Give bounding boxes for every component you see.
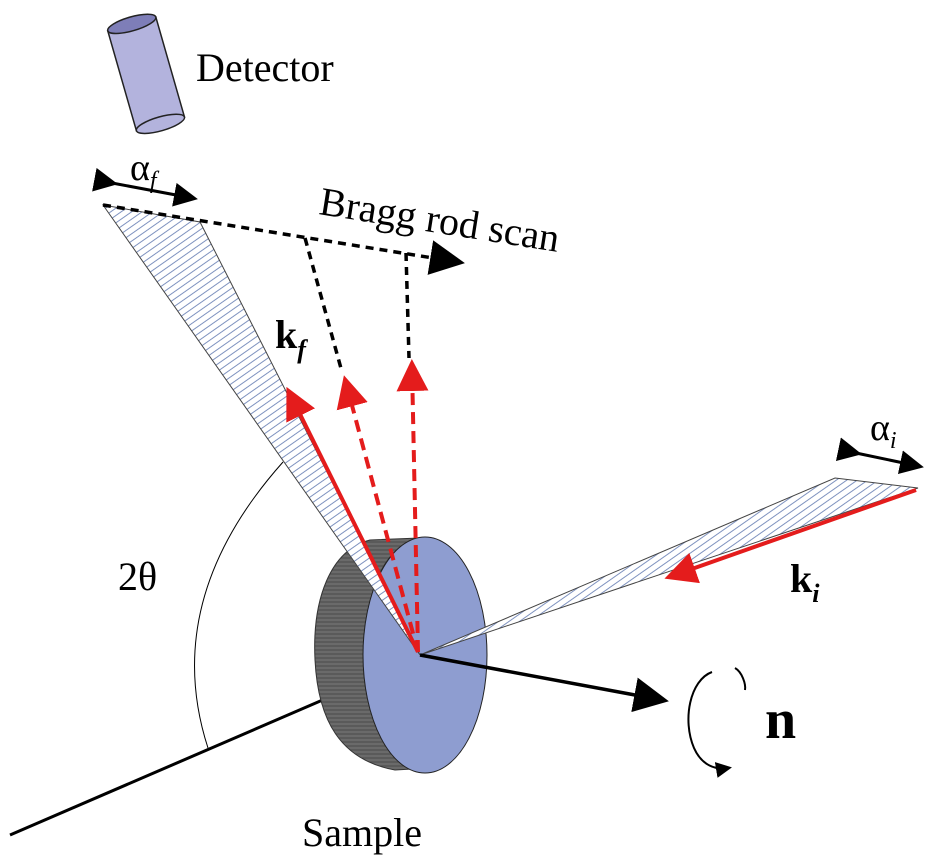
alpha-i-subscript: i xyxy=(890,428,897,454)
rotation-arrow-icon xyxy=(687,671,732,778)
normal-vector xyxy=(419,653,669,713)
bragg-rod-drop-2 xyxy=(404,252,411,359)
alpha-f-arrow xyxy=(92,167,198,207)
alpha-i-label: αi xyxy=(870,407,897,454)
incident-fan xyxy=(419,477,919,656)
kf-vector xyxy=(286,386,420,653)
detector-label: Detector xyxy=(196,45,334,90)
scan-vector-1 xyxy=(336,375,420,653)
alpha-f-label: αf xyxy=(130,147,160,194)
normal-label: n xyxy=(765,689,796,751)
alpha-i-arrow xyxy=(835,437,924,475)
bragg-rod-drop-1 xyxy=(303,237,344,373)
two-theta-label: 2θ xyxy=(118,554,157,599)
bragg-rod-line xyxy=(102,203,465,275)
ki-vector xyxy=(664,488,917,584)
scan-vector-2 xyxy=(396,359,429,653)
alpha-i-symbol: α xyxy=(870,407,890,449)
alpha-f-subscript: f xyxy=(150,168,160,194)
alpha-f-symbol: α xyxy=(130,147,150,189)
ki-label: ki xyxy=(790,556,820,608)
ki-subscript: i xyxy=(812,579,820,608)
two-theta-arc xyxy=(194,461,284,749)
kf-symbol: k xyxy=(275,312,298,357)
detector-icon xyxy=(106,13,186,135)
kf-subscript: f xyxy=(297,335,308,364)
sample-label: Sample xyxy=(302,810,422,855)
rotation-arrow-top xyxy=(734,667,747,691)
kf-label: kf xyxy=(275,312,308,364)
ki-symbol: k xyxy=(790,556,813,601)
bragg-rod-label: Bragg rod scan xyxy=(317,178,563,260)
